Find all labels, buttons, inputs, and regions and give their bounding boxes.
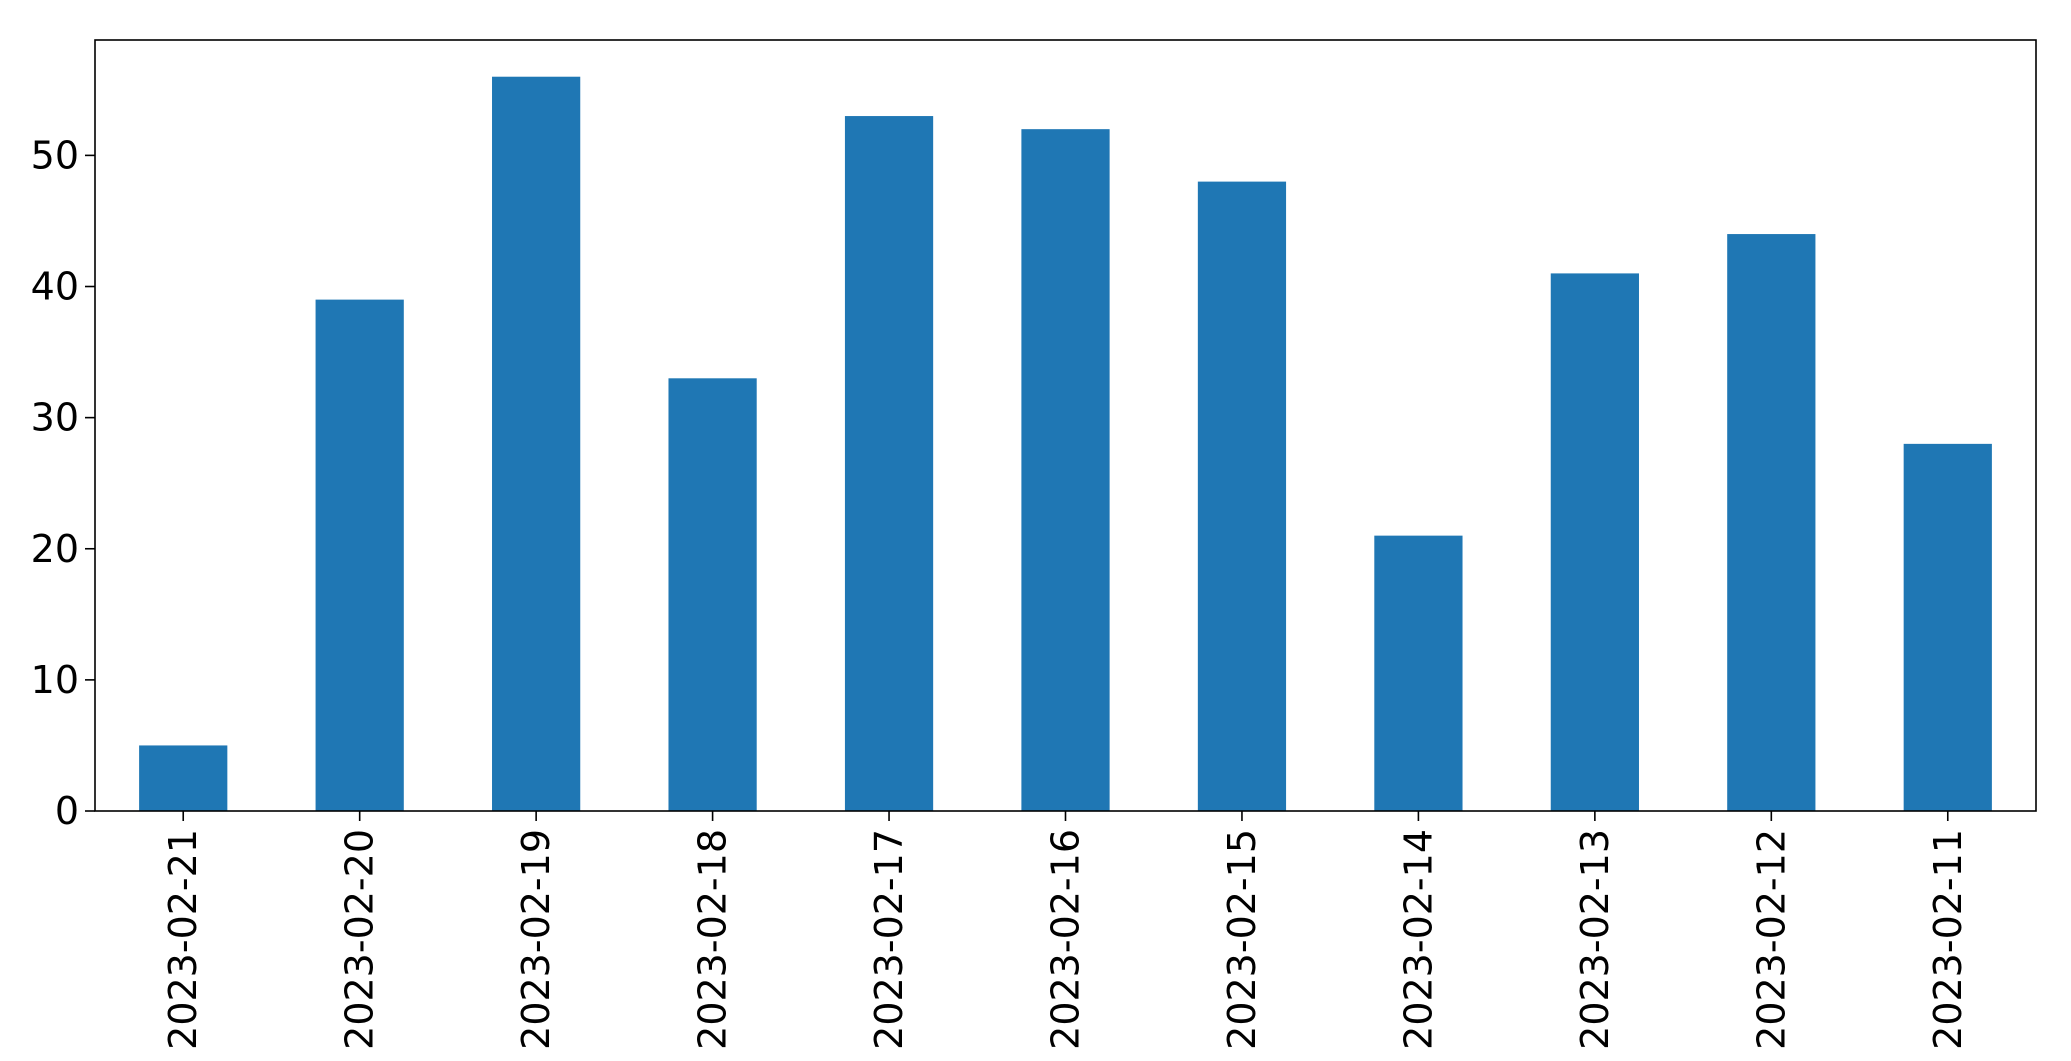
y-tick-label: 20 [31, 527, 79, 571]
bar-2023-02-16 [1021, 129, 1110, 811]
x-tick-label: 2023-02-17 [867, 829, 911, 1050]
bar-2023-02-18 [668, 378, 757, 811]
bar-2023-02-17 [844, 116, 934, 812]
y-tick-label: 40 [31, 265, 79, 309]
x-tick-label: 2023-02-16 [1044, 829, 1088, 1050]
x-tick-label: 2023-02-15 [1220, 829, 1264, 1050]
bar-2023-02-21 [139, 745, 228, 811]
bar-2023-02-20 [315, 299, 404, 811]
x-axis: 2023-02-21 2023-02-20 2023-02-19 2023-02-18… [161, 811, 1970, 1050]
bar-2023-02-13 [1550, 273, 1639, 811]
x-tick-label: 2023-02-12 [1749, 829, 1793, 1050]
bar-2023-02-14 [1374, 535, 1463, 811]
x-tick-label: 2023-02-18 [691, 829, 735, 1050]
x-tick-label: 2023-02-21 [161, 829, 205, 1050]
bar-2023-02-11 [1903, 443, 1992, 811]
y-axis: 0 10 20 30 40 50 [31, 133, 95, 833]
y-tick-label: 10 [31, 658, 79, 702]
plot-frame [94, 39, 2037, 812]
x-tick-label: 2023-02-19 [514, 829, 558, 1050]
x-tick-label: 2023-02-13 [1573, 829, 1617, 1050]
y-tick-label: 30 [31, 396, 79, 440]
bar-2023-02-12 [1727, 234, 1816, 811]
x-tick-label: 2023-02-20 [338, 829, 382, 1050]
y-tick-label: 0 [55, 789, 79, 833]
x-tick-label: 2023-02-11 [1926, 829, 1970, 1050]
bar-2023-02-19 [492, 76, 581, 811]
x-tick-label: 2023-02-14 [1396, 829, 1440, 1050]
bars-group [139, 76, 1992, 812]
bar-2023-02-15 [1197, 181, 1287, 812]
y-tick-label: 50 [31, 133, 79, 177]
